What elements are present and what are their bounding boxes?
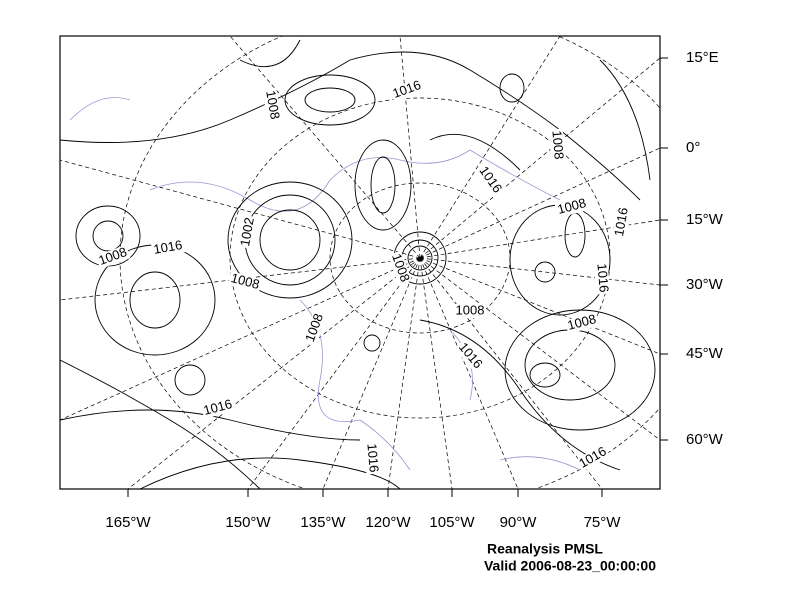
contour-label: 1016 (594, 263, 611, 293)
contour-label-group: 1002 (237, 215, 258, 249)
contour-label: 1008 (556, 195, 588, 217)
longitude-label: 120°W (365, 514, 411, 531)
contour-label-group: 1016 (593, 261, 612, 295)
contour-label-group: 1008 (454, 302, 486, 318)
isobars (60, 39, 656, 489)
contour-label: 1002 (237, 216, 257, 247)
contour-label: 1016 (152, 237, 183, 257)
contour-label-bg (200, 397, 236, 419)
coastlines (69, 97, 581, 471)
contour-label-group: 1016 (611, 205, 632, 239)
longitude-label: 135°W (300, 514, 346, 531)
contour-label-bg (593, 261, 611, 295)
contour-label-group: 1008 (95, 244, 131, 270)
contour-label: 1008 (566, 311, 598, 333)
contour-label-bg (387, 250, 413, 286)
contour-label-group: 1016 (151, 237, 185, 258)
contour-label: 1008 (263, 89, 283, 120)
contour-label: 1016 (611, 206, 631, 237)
contour-label-group: 1008 (564, 311, 600, 334)
contour-label-group: 1016 (363, 441, 382, 475)
contour-label: 1008 (456, 302, 485, 317)
contour-label-bg (548, 128, 566, 162)
longitude-label: 75°W (584, 514, 622, 531)
map-content (60, 36, 660, 489)
caption-title: Reanalysis PMSL (487, 541, 603, 557)
latitude-label: 15°E (686, 49, 719, 66)
latitude-label: 30°W (686, 276, 724, 293)
contour-label-bg (262, 88, 282, 122)
contour-label-group: 1008 (548, 128, 567, 162)
map-frame (59, 35, 661, 490)
latitude-label: 0° (686, 139, 700, 156)
contour-label-bg (389, 77, 425, 103)
contour-label-group: 1016 (454, 339, 486, 373)
contour-label-group: 1008 (227, 270, 263, 293)
contour-label: 1008 (549, 130, 566, 160)
contour-label: 1008 (229, 270, 261, 292)
contour-label-bg (575, 443, 611, 473)
longitude-label: 165°W (105, 514, 151, 531)
contour-label-bg (151, 238, 185, 258)
contour-label-bg (454, 304, 486, 318)
contour-label-bg (554, 196, 590, 218)
longitude-label: 105°W (429, 514, 475, 531)
labels: 165°W 150°W 135°W 120°W 105°W 90°W 75°W 15°E 0° 1… (95, 49, 724, 574)
contour-label: 1016 (202, 396, 234, 418)
contour-label-bg (363, 441, 381, 475)
longitude-label: 150°W (225, 514, 271, 531)
longitude-label: 90°W (500, 514, 538, 531)
contour-label-bg (564, 312, 600, 334)
contour-label-group: 1016 (200, 396, 236, 419)
contour-label-bg (302, 310, 328, 346)
contour-label-group: 1008 (554, 195, 590, 218)
contour-label-group: 1016 (475, 162, 505, 198)
contour-label-bg (227, 271, 263, 293)
contour-label-bg (95, 244, 131, 270)
contour-label-bg (454, 339, 486, 373)
contour-label-bg (238, 215, 258, 249)
latitude-label: 45°W (686, 345, 724, 362)
contour-label-group: 1008 (302, 310, 328, 346)
contour-label: 1016 (364, 443, 381, 473)
contour-label-group: 1016 (575, 443, 611, 473)
caption-valid: Valid 2006-08-23_00:00:00 (484, 558, 656, 574)
contour-label-group: 1008 (262, 88, 283, 122)
contour-label-bg (475, 162, 505, 198)
latitude-label: 15°W (686, 211, 724, 228)
latitude-label: 60°W (686, 431, 724, 448)
contour-label-bg (612, 205, 632, 239)
